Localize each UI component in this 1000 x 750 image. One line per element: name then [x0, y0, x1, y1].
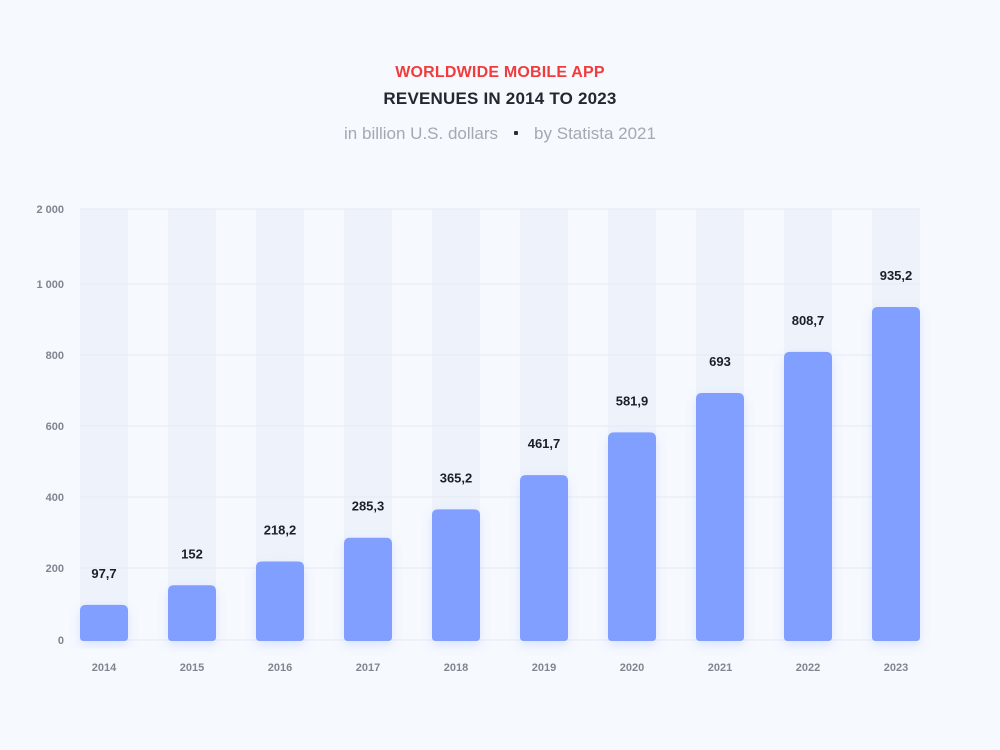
y-tick-label: 2 000	[36, 204, 64, 216]
subtitle-source: by Statista 2021	[534, 124, 656, 143]
bar-2023	[872, 307, 920, 641]
bar-2018	[432, 509, 480, 641]
subtitle-unit: in billion U.S. dollars	[344, 124, 499, 143]
x-tick-label-2019: 2019	[532, 662, 556, 674]
bar-2019	[520, 475, 568, 641]
x-tick-label-2015: 2015	[180, 662, 204, 674]
y-tick-label: 1 000	[36, 279, 64, 291]
separator-dot-icon	[514, 130, 519, 135]
data-label-2018: 365,2	[440, 470, 473, 485]
chart-title-line-2: REVENUES IN 2014 TO 2023	[383, 89, 617, 108]
column-band-2015	[168, 209, 216, 640]
y-tick-label: 800	[46, 350, 64, 362]
x-tick-label-2016: 2016	[268, 662, 292, 674]
data-label-2014: 97,7	[91, 566, 116, 581]
bar-2016	[256, 561, 304, 641]
chart-subtitle: in billion U.S. dollars by Statista 2021	[0, 124, 1000, 144]
data-label-2022: 808,7	[792, 313, 825, 328]
bar-2020	[608, 432, 656, 641]
x-tick-label-2014: 2014	[92, 662, 117, 674]
data-label-2020: 581,9	[616, 393, 649, 408]
bar-2017	[344, 537, 392, 641]
bar-2015	[168, 585, 216, 641]
y-tick-label: 600	[46, 421, 64, 433]
x-tick-label-2017: 2017	[356, 662, 380, 674]
y-tick-label: 400	[46, 492, 64, 504]
bar-2021	[696, 392, 744, 641]
x-tick-label-2022: 2022	[796, 662, 820, 674]
bar-2014	[80, 604, 128, 641]
data-label-2017: 285,3	[352, 499, 385, 514]
y-tick-label: 0	[58, 635, 64, 647]
x-tick-label-2023: 2023	[884, 662, 908, 674]
data-label-2023: 935,2	[880, 268, 913, 283]
data-label-2016: 218,2	[264, 523, 297, 538]
x-tick-label-2021: 2021	[708, 662, 732, 674]
y-tick-label: 200	[46, 563, 64, 575]
data-label-2019: 461,7	[528, 436, 561, 451]
data-label-2015: 152	[181, 546, 203, 561]
x-tick-label-2020: 2020	[620, 662, 644, 674]
data-label-2021: 693	[709, 354, 731, 369]
x-tick-label-2018: 2018	[444, 662, 468, 674]
chart-title-line-1: WORLDWIDE MOBILE APP	[395, 64, 605, 81]
bar-2022	[784, 351, 832, 641]
